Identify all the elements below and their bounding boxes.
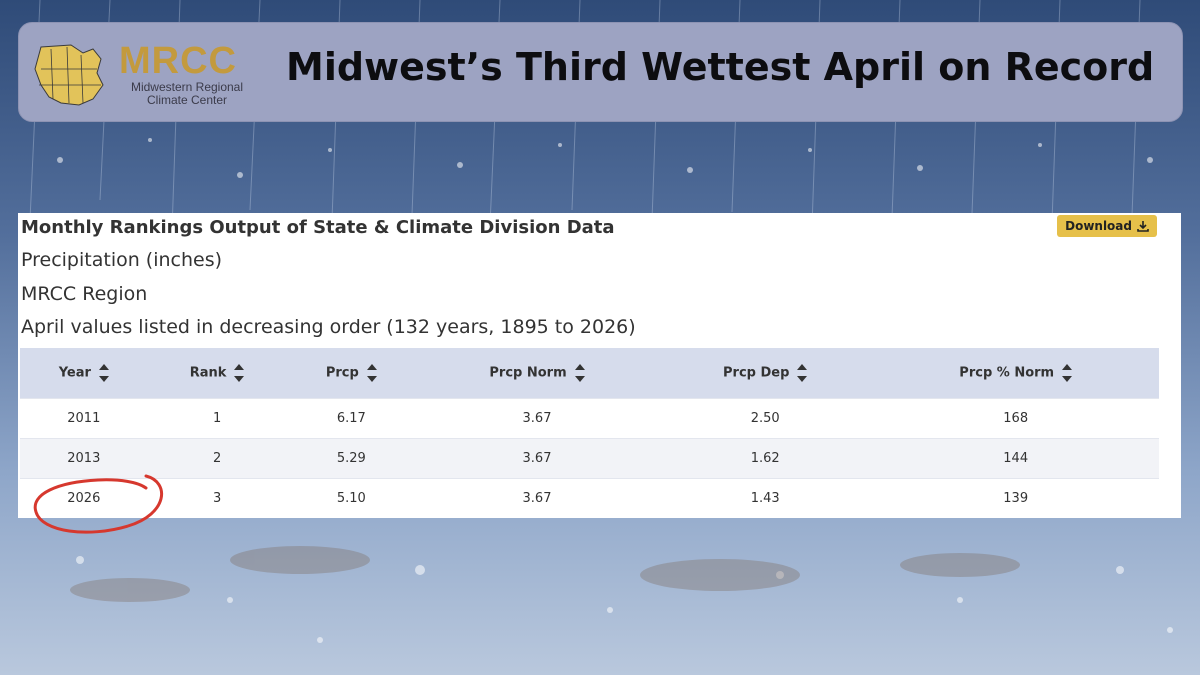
- cell-year: 2013: [20, 438, 148, 479]
- highlight-circle: [33, 474, 164, 534]
- card-title: Monthly Rankings Output of State & Clima…: [21, 217, 615, 238]
- cell-prcp: 6.17: [286, 398, 417, 439]
- download-button[interactable]: Download: [1057, 215, 1157, 237]
- cell-rank: 2: [147, 438, 287, 479]
- col-year[interactable]: Year: [20, 348, 148, 399]
- cell-prcp-pct-norm: 139: [872, 478, 1159, 518]
- sort-icon[interactable]: [234, 362, 245, 384]
- sort-icon[interactable]: [574, 362, 585, 384]
- rankings-table: Year Rank Prcp Prcp Norm Prcp Dep Prcp %…: [20, 348, 1159, 518]
- page-title: Midwest’s Third Wettest April on Record: [286, 45, 1155, 89]
- sort-icon[interactable]: [797, 362, 808, 384]
- logo-sub-line1: Midwestern Regional: [130, 80, 244, 94]
- col-prcp-norm[interactable]: Prcp Norm: [416, 348, 658, 399]
- sort-icon[interactable]: [366, 362, 377, 384]
- download-label: Download: [1065, 219, 1132, 233]
- table-header-row: Year Rank Prcp Prcp Norm Prcp Dep Prcp %…: [20, 348, 1159, 399]
- col-prcp[interactable]: Prcp: [286, 348, 417, 399]
- order-description: April values listed in decreasing order …: [21, 316, 636, 338]
- col-prcp-dep[interactable]: Prcp Dep: [658, 348, 873, 399]
- table-row: 2011 1 6.17 3.67 2.50 168: [20, 398, 1159, 439]
- cell-prcp-norm: 3.67: [416, 478, 658, 518]
- logo-sub-line2: Climate Center: [146, 93, 228, 107]
- download-icon: [1137, 221, 1149, 232]
- mrcc-logo: MRCC Midwestern Regional Climate Center: [31, 39, 271, 109]
- cell-prcp-norm: 3.67: [416, 398, 658, 439]
- logo-wordmark: MRCC: [119, 40, 237, 82]
- cell-prcp-dep: 2.50: [658, 398, 873, 439]
- midwest-map-icon: [34, 44, 104, 106]
- sort-icon[interactable]: [98, 362, 109, 384]
- cell-year: 2026: [20, 478, 148, 518]
- table-row: 2026 3 5.10 3.67 1.43 139: [20, 478, 1159, 518]
- logo-subtitle: Midwestern Regional Climate Center: [117, 81, 257, 107]
- variable-label: Precipitation (inches): [21, 249, 223, 271]
- region-label: MRCC Region: [21, 283, 148, 305]
- cell-prcp-dep: 1.43: [658, 478, 873, 518]
- header-bar: MRCC Midwestern Regional Climate Center …: [18, 22, 1183, 122]
- cell-prcp-pct-norm: 168: [872, 398, 1159, 439]
- cell-prcp-norm: 3.67: [416, 438, 658, 479]
- cell-prcp-pct-norm: 144: [872, 438, 1159, 479]
- sort-icon[interactable]: [1062, 362, 1073, 384]
- rankings-card: Monthly Rankings Output of State & Clima…: [18, 213, 1181, 518]
- cell-rank: 1: [147, 398, 287, 439]
- table-row: 2013 2 5.29 3.67 1.62 144: [20, 438, 1159, 479]
- cell-rank: 3: [147, 478, 287, 518]
- cell-prcp: 5.10: [286, 478, 417, 518]
- cell-prcp-dep: 1.62: [658, 438, 873, 479]
- col-prcp-pct-norm[interactable]: Prcp % Norm: [872, 348, 1159, 399]
- col-rank[interactable]: Rank: [147, 348, 287, 399]
- cell-prcp: 5.29: [286, 438, 417, 479]
- cell-year: 2011: [20, 398, 148, 439]
